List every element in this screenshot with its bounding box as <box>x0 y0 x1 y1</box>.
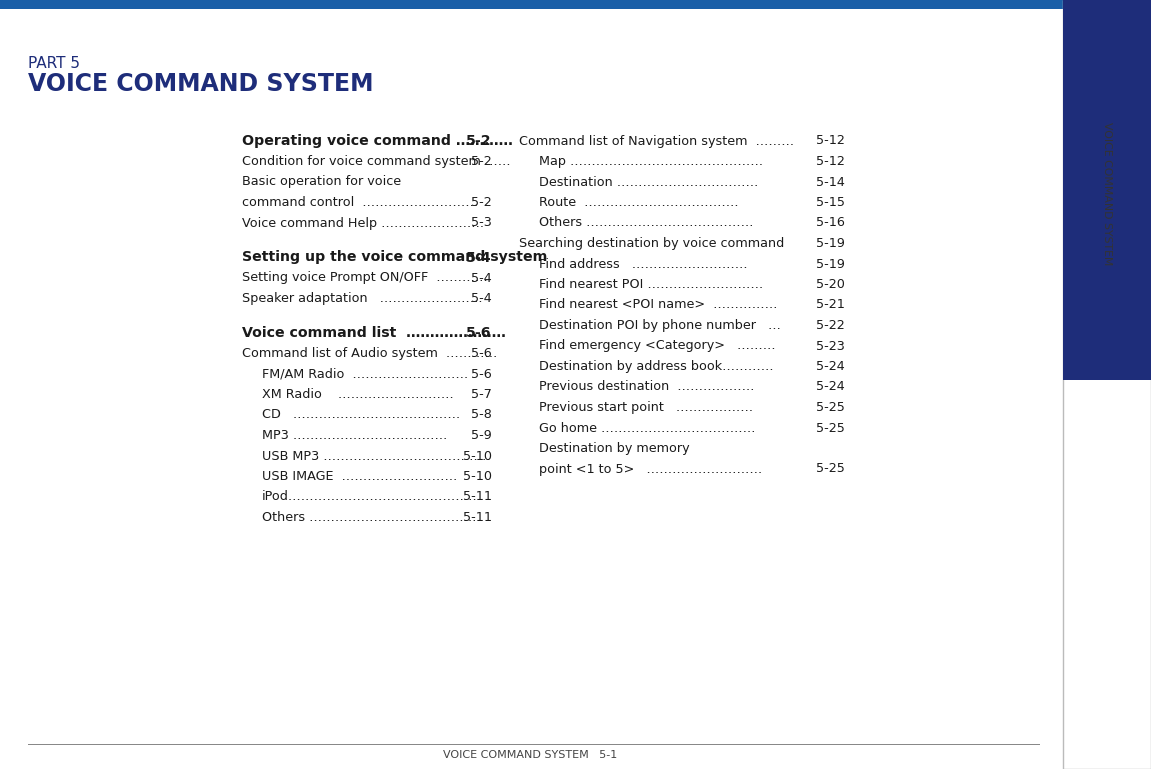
Text: 5-4: 5-4 <box>471 271 491 285</box>
Text: Destination by address book…………: Destination by address book………… <box>539 360 773 373</box>
Text: FM/AM Radio  ………………………: FM/AM Radio ……………………… <box>262 368 468 381</box>
Text: USB MP3 …………………………………: USB MP3 ………………………………… <box>262 450 490 462</box>
Text: 5-22: 5-22 <box>816 319 845 332</box>
Text: Searching destination by voice command: Searching destination by voice command <box>519 237 784 250</box>
Text: Destination POI by phone number   …: Destination POI by phone number … <box>539 319 780 332</box>
Text: Speaker adaptation   ……………………: Speaker adaptation …………………… <box>242 292 482 305</box>
Text: 5-2: 5-2 <box>466 134 491 148</box>
Text: 5-24: 5-24 <box>816 360 845 373</box>
Text: 5-4: 5-4 <box>471 292 491 305</box>
Text: 5-25: 5-25 <box>816 421 845 434</box>
Bar <box>1064 0 1151 769</box>
Text: Previous start point   ………………: Previous start point ……………… <box>539 401 753 414</box>
Text: Find emergency <Category>   ………: Find emergency <Category> ……… <box>539 339 776 352</box>
Text: PART 5: PART 5 <box>28 55 81 71</box>
Text: Find nearest <POI name>  ……………: Find nearest <POI name> …………… <box>539 298 777 311</box>
Text: XM Radio    ………………………: XM Radio ……………………… <box>262 388 453 401</box>
Text: 5-12: 5-12 <box>816 135 845 148</box>
Text: 5-21: 5-21 <box>816 298 845 311</box>
Text: Basic operation for voice: Basic operation for voice <box>242 175 402 188</box>
Text: 5-25: 5-25 <box>816 401 845 414</box>
Text: Setting up the voice command system: Setting up the voice command system <box>242 251 548 265</box>
Text: 5-9: 5-9 <box>471 429 491 442</box>
Text: Destination ……………………………: Destination …………………………… <box>539 175 759 188</box>
Text: 5-6: 5-6 <box>466 326 491 340</box>
Text: 5-14: 5-14 <box>816 175 845 188</box>
Text: 5-2: 5-2 <box>471 196 491 209</box>
Bar <box>0 0 1064 9</box>
Text: Go home ………………………………: Go home ……………………………… <box>539 421 755 434</box>
Text: 5-12: 5-12 <box>816 155 845 168</box>
Text: command control  ………………………: command control ……………………… <box>242 196 478 209</box>
Text: 5-10: 5-10 <box>463 450 491 462</box>
Text: VOICE COMMAND SYSTEM: VOICE COMMAND SYSTEM <box>1102 122 1112 265</box>
Text: Voice command Help ……………………: Voice command Help …………………… <box>242 217 485 229</box>
Text: Map ………………………………………: Map ……………………………………… <box>539 155 763 168</box>
Text: Find address   ………………………: Find address ……………………… <box>539 258 748 271</box>
Text: Command list of Audio system  …………: Command list of Audio system ………… <box>242 347 497 360</box>
Text: 5-7: 5-7 <box>471 388 491 401</box>
Text: point <1 to 5>   ………………………: point <1 to 5> ……………………… <box>539 462 762 475</box>
Text: 5-6: 5-6 <box>471 347 491 360</box>
Text: Destination by memory: Destination by memory <box>539 442 689 455</box>
Text: 5-24: 5-24 <box>816 381 845 394</box>
Text: Others …………………………………: Others ………………………………… <box>539 217 754 229</box>
Text: 5-19: 5-19 <box>816 258 845 271</box>
Text: 5-8: 5-8 <box>471 408 491 421</box>
Text: 5-15: 5-15 <box>816 196 845 209</box>
Text: VOICE COMMAND SYSTEM   5-1: VOICE COMMAND SYSTEM 5-1 <box>443 750 617 760</box>
Text: 5-6: 5-6 <box>471 368 491 381</box>
Text: 5-20: 5-20 <box>816 278 845 291</box>
Text: 5-19: 5-19 <box>816 237 845 250</box>
Text: 5-16: 5-16 <box>816 217 845 229</box>
Text: Find nearest POI ………………………: Find nearest POI ……………………… <box>539 278 763 291</box>
Bar <box>1064 0 1151 380</box>
Text: Condition for voice command system ……: Condition for voice command system …… <box>242 155 511 168</box>
Text: 5-11: 5-11 <box>463 511 491 524</box>
Text: Others …………………………………: Others ………………………………… <box>262 511 477 524</box>
Text: Setting voice Prompt ON/OFF  …………: Setting voice Prompt ON/OFF ………… <box>242 271 488 285</box>
Text: USB IMAGE  ………………………: USB IMAGE ……………………… <box>262 470 457 483</box>
Text: CD   …………………………………: CD ………………………………… <box>262 408 460 421</box>
Text: 5-23: 5-23 <box>816 339 845 352</box>
Text: Operating voice command …………: Operating voice command ………… <box>242 134 513 148</box>
Text: Route  ………………………………: Route ……………………………… <box>539 196 739 209</box>
Text: Voice command list  …………………: Voice command list ………………… <box>242 326 506 340</box>
Text: iPod………………………………………: iPod……………………………………… <box>262 491 482 504</box>
Text: VOICE COMMAND SYSTEM: VOICE COMMAND SYSTEM <box>28 72 374 96</box>
Text: 5-25: 5-25 <box>816 462 845 475</box>
Text: 5-4: 5-4 <box>466 251 491 265</box>
Text: 5-10: 5-10 <box>463 470 491 483</box>
Text: Previous destination  ………………: Previous destination ……………… <box>539 381 755 394</box>
Text: MP3 ………………………………: MP3 ……………………………… <box>262 429 448 442</box>
Text: 5-11: 5-11 <box>463 491 491 504</box>
Text: 5-3: 5-3 <box>471 217 491 229</box>
Text: Command list of Navigation system  ………: Command list of Navigation system ……… <box>519 135 794 148</box>
Text: 5-2: 5-2 <box>471 155 491 168</box>
